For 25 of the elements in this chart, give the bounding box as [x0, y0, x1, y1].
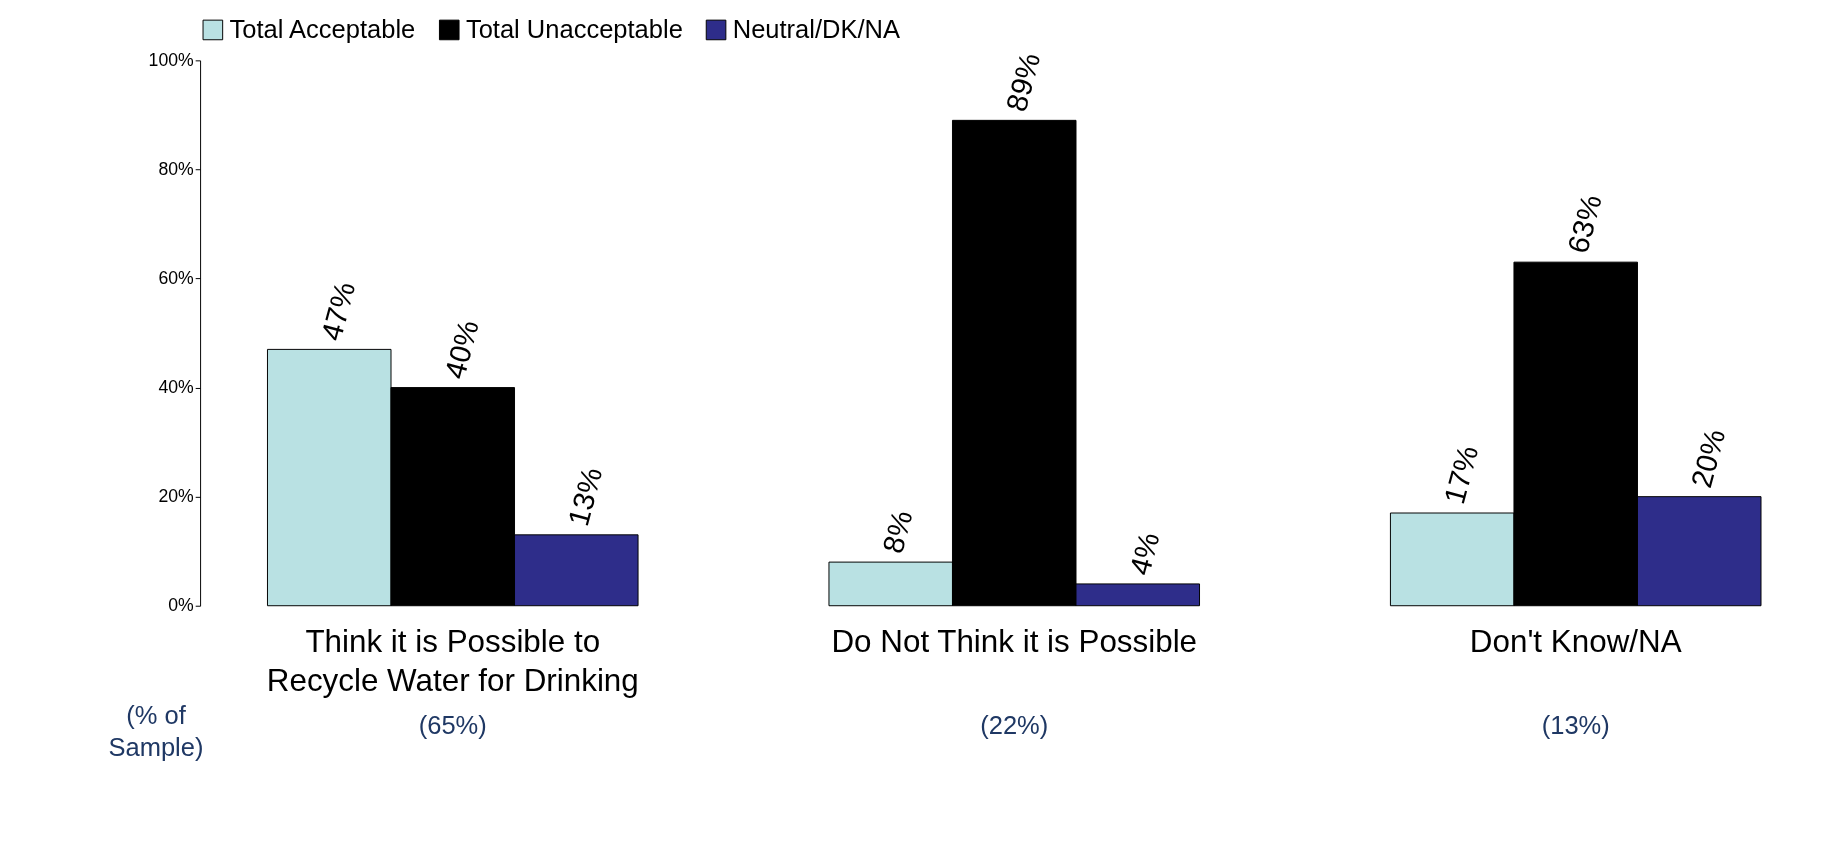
data-label: 89% [999, 49, 1047, 115]
y-tick-label: 100% [148, 49, 195, 70]
data-label: 63% [1560, 191, 1608, 257]
data-label: 20% [1684, 425, 1732, 492]
text: (% of Sample) [108, 701, 204, 761]
x-tick-label: Think it is Possible to Recycle Water for Drinking [266, 623, 639, 699]
text: (22%) [980, 711, 1049, 740]
data-label: 4% [1122, 528, 1166, 579]
data-label: 17% [1437, 441, 1485, 508]
data-label: 47% [314, 278, 362, 344]
x-tick-label: Do Not Think it is Possible [831, 623, 1198, 659]
text: (13%) [1541, 711, 1610, 740]
data-label: 40% [437, 316, 485, 382]
legend-label: Neutral/DK/NA [732, 14, 900, 43]
data-label: 8% [875, 506, 919, 557]
data-label: 13% [561, 463, 609, 530]
y-tick-label: 60% [158, 267, 195, 288]
text: (65%) [418, 711, 487, 740]
legend-label: Total Unacceptable [465, 14, 683, 43]
y-tick-label: 80% [158, 158, 195, 179]
x-tick-label: Don't Know/NA [1469, 623, 1682, 659]
y-tick-label: 40% [158, 376, 195, 397]
y-tick-label: 0% [168, 595, 195, 616]
legend-label: Total Acceptable [229, 14, 416, 43]
y-tick-label: 20% [158, 486, 195, 507]
